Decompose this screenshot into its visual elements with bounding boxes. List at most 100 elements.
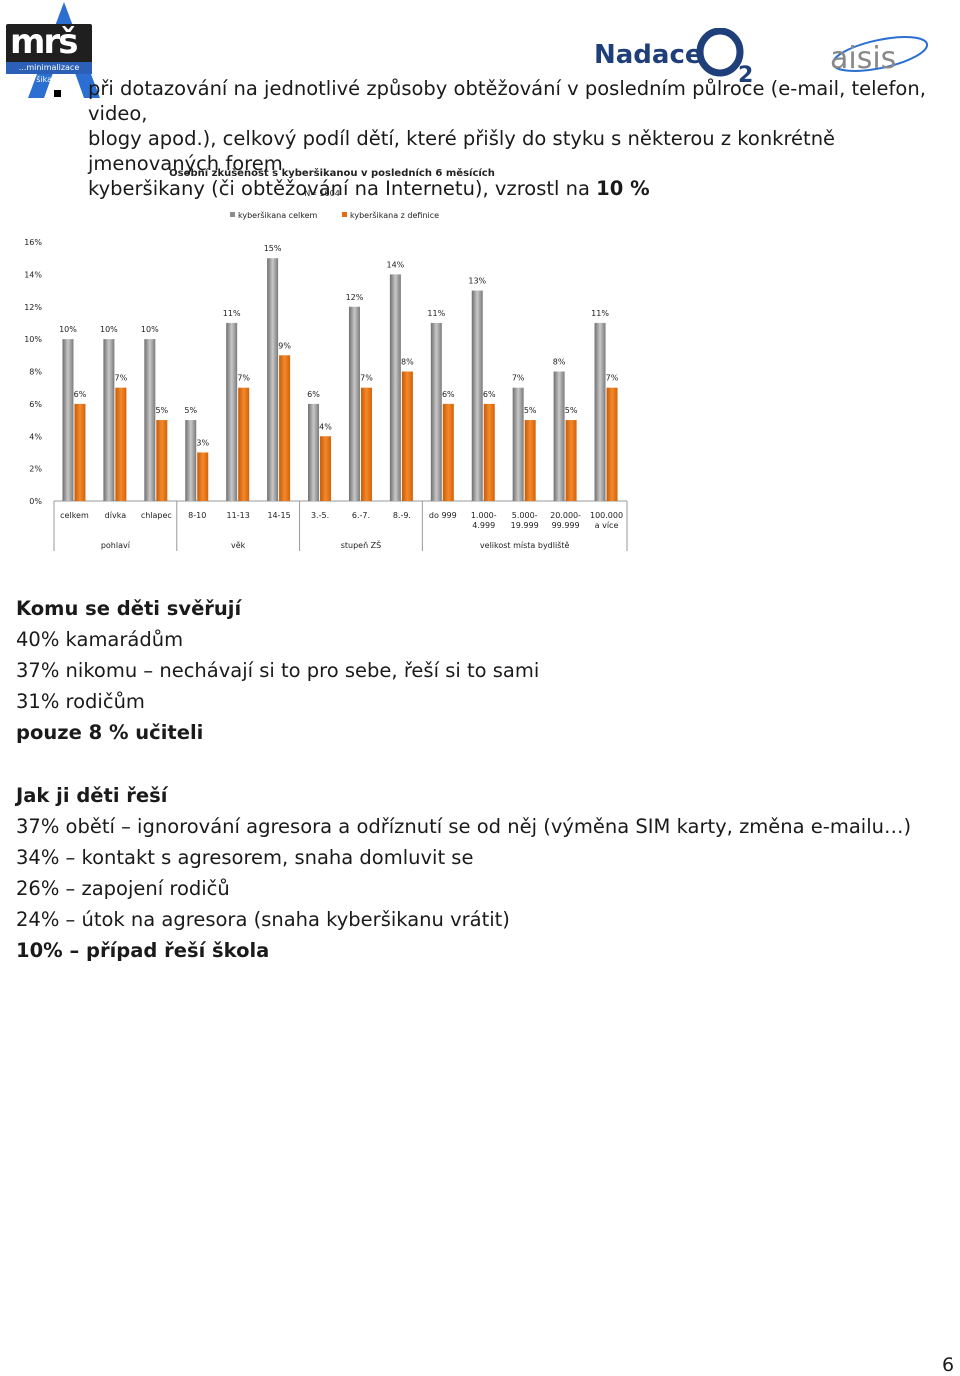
y-tick-label: 8% [29, 368, 42, 377]
bar [62, 339, 74, 501]
logo-tagline: ...minimalizace šikany [6, 62, 92, 84]
bar [565, 420, 577, 501]
x-tick-label: chlapec [141, 511, 172, 520]
bar-value-label: 3% [196, 438, 209, 447]
y-tick-label: 10% [24, 335, 42, 344]
y-tick-label: 6% [29, 400, 42, 409]
x-tick-label: celkem [60, 511, 89, 520]
y-tick-label: 16% [24, 238, 42, 247]
x-tick-label: 5.000- [512, 511, 538, 520]
bar-value-label: 7% [237, 374, 250, 383]
mrs-logo: mrš ...minimalizace šikany [0, 0, 100, 100]
bar-value-label: 5% [155, 406, 168, 415]
x-tick-label: 20.000- [550, 511, 581, 520]
bar-value-label: 7% [606, 374, 619, 383]
bar-value-label: 10% [59, 325, 77, 334]
bar-value-label: 6% [74, 390, 87, 399]
bar [389, 274, 401, 501]
x-tick-label: do 999 [429, 511, 457, 520]
x-tick-label: 8.-9. [393, 511, 411, 520]
y-tick-label: 0% [29, 497, 42, 506]
bar [144, 339, 156, 501]
bar [115, 387, 127, 501]
confide-heading: Komu se děti svěřují [16, 597, 242, 620]
bar [279, 355, 291, 501]
x-tick-label: 100.000 [590, 511, 623, 520]
bar [197, 452, 209, 501]
bar [512, 387, 524, 501]
bar [524, 420, 536, 501]
x-tick-label: 6.-7. [352, 511, 370, 520]
bar-value-label: 10% [141, 325, 159, 334]
x-tick-label: 1.000- [471, 511, 497, 520]
x-tick-label: dívka [105, 511, 127, 520]
bar [442, 403, 454, 501]
bar-value-label: 11% [591, 309, 609, 318]
solve-item: 37% obětí – ignorování agresora a odřízn… [16, 815, 912, 838]
bar [483, 403, 495, 501]
solve-heading: Jak ji děti řeší [16, 784, 168, 807]
x-tick-label: 4.999 [472, 521, 495, 530]
svg-text:2: 2 [738, 63, 753, 84]
x-tick-label: 11-13 [227, 511, 250, 520]
cyberbullying-bar-chart: Osobní zkušenost s kyberšikanou v posled… [24, 167, 628, 551]
bar [308, 403, 320, 501]
bar [238, 387, 250, 501]
y-tick-label: 12% [24, 303, 42, 312]
bar-value-label: 8% [553, 358, 566, 367]
group-label: věk [231, 541, 246, 550]
bar-value-label: 8% [401, 358, 414, 367]
bar-value-label: 6% [442, 390, 455, 399]
group-label: pohlaví [101, 541, 131, 550]
solve-item: 26% – zapojení rodičů [16, 877, 230, 900]
bar [606, 387, 618, 501]
bar [156, 420, 168, 501]
solve-school: 10% – případ řeší škola [16, 939, 270, 962]
page-number: 6 [942, 1354, 955, 1376]
bar [103, 339, 115, 501]
y-tick-label: 2% [29, 465, 42, 474]
bar-value-label: 6% [483, 390, 496, 399]
intro-line-3: kyberšikany (či obtěžování na Internetu)… [88, 176, 948, 201]
confide-item: 40% kamarádům [16, 628, 184, 651]
bar-value-label: 7% [512, 374, 525, 383]
bar [471, 290, 483, 501]
legend-swatch [230, 212, 235, 217]
x-tick-label: a více [595, 521, 619, 530]
aisis-logo-icon: aisis [830, 36, 929, 76]
o2-logo-icon: 2 [696, 28, 753, 84]
sponsor-logo-text: Nadace [594, 40, 703, 70]
solve-section: Jak ji děti řeší 37% obětí – ignorování … [16, 780, 911, 966]
partner-logo-text: aisis [830, 41, 896, 76]
x-tick-label: 14-15 [267, 511, 290, 520]
x-tick-label: 19.999 [511, 521, 539, 530]
bar-value-label: 6% [307, 390, 320, 399]
bar-value-label: 5% [184, 406, 197, 415]
intro-highlight: 10 % [596, 177, 650, 200]
intro-line-3-text: kyberšikany (či obtěžování na Internetu)… [88, 177, 597, 200]
bar-value-label: 13% [468, 277, 486, 286]
bar-value-label: 5% [565, 406, 578, 415]
legend-label: kyberšikana z definice [350, 210, 439, 220]
bar [226, 322, 238, 501]
x-tick-label: 99.999 [552, 521, 580, 530]
intro-line-1: při dotazování na jednotlivé způsoby obt… [88, 77, 926, 125]
letter-a-logo-icon [28, 2, 100, 98]
x-tick-label: 3.-5. [311, 511, 329, 520]
chart-title: Osobní zkušenost s kyberšikanou v posled… [169, 167, 495, 179]
bar-value-label: 12% [346, 293, 364, 302]
legend-swatch [342, 212, 347, 217]
intro-line-2: blogy apod.), celkový podíl dětí, které … [88, 127, 836, 175]
x-tick-label: 8-10 [188, 511, 206, 520]
group-label: stupeň ZŠ [341, 539, 382, 550]
confide-item: 37% nikomu – nechávají si to pro sebe, ř… [16, 659, 540, 682]
solve-item: 24% – útok na agresora (snaha kyberšikan… [16, 908, 510, 931]
bar-value-label: 14% [387, 260, 405, 269]
confide-teachers: pouze 8 % učiteli [16, 721, 204, 744]
chart-subtitle: N= 1004 [304, 189, 340, 198]
bar-value-label: 4% [319, 422, 332, 431]
y-tick-label: 14% [24, 270, 42, 279]
confide-section: Komu se děti svěřují 40% kamarádům 37% n… [16, 593, 539, 748]
y-tick-label: 4% [29, 432, 42, 441]
legend-label: kyberšikana celkem [238, 210, 317, 220]
